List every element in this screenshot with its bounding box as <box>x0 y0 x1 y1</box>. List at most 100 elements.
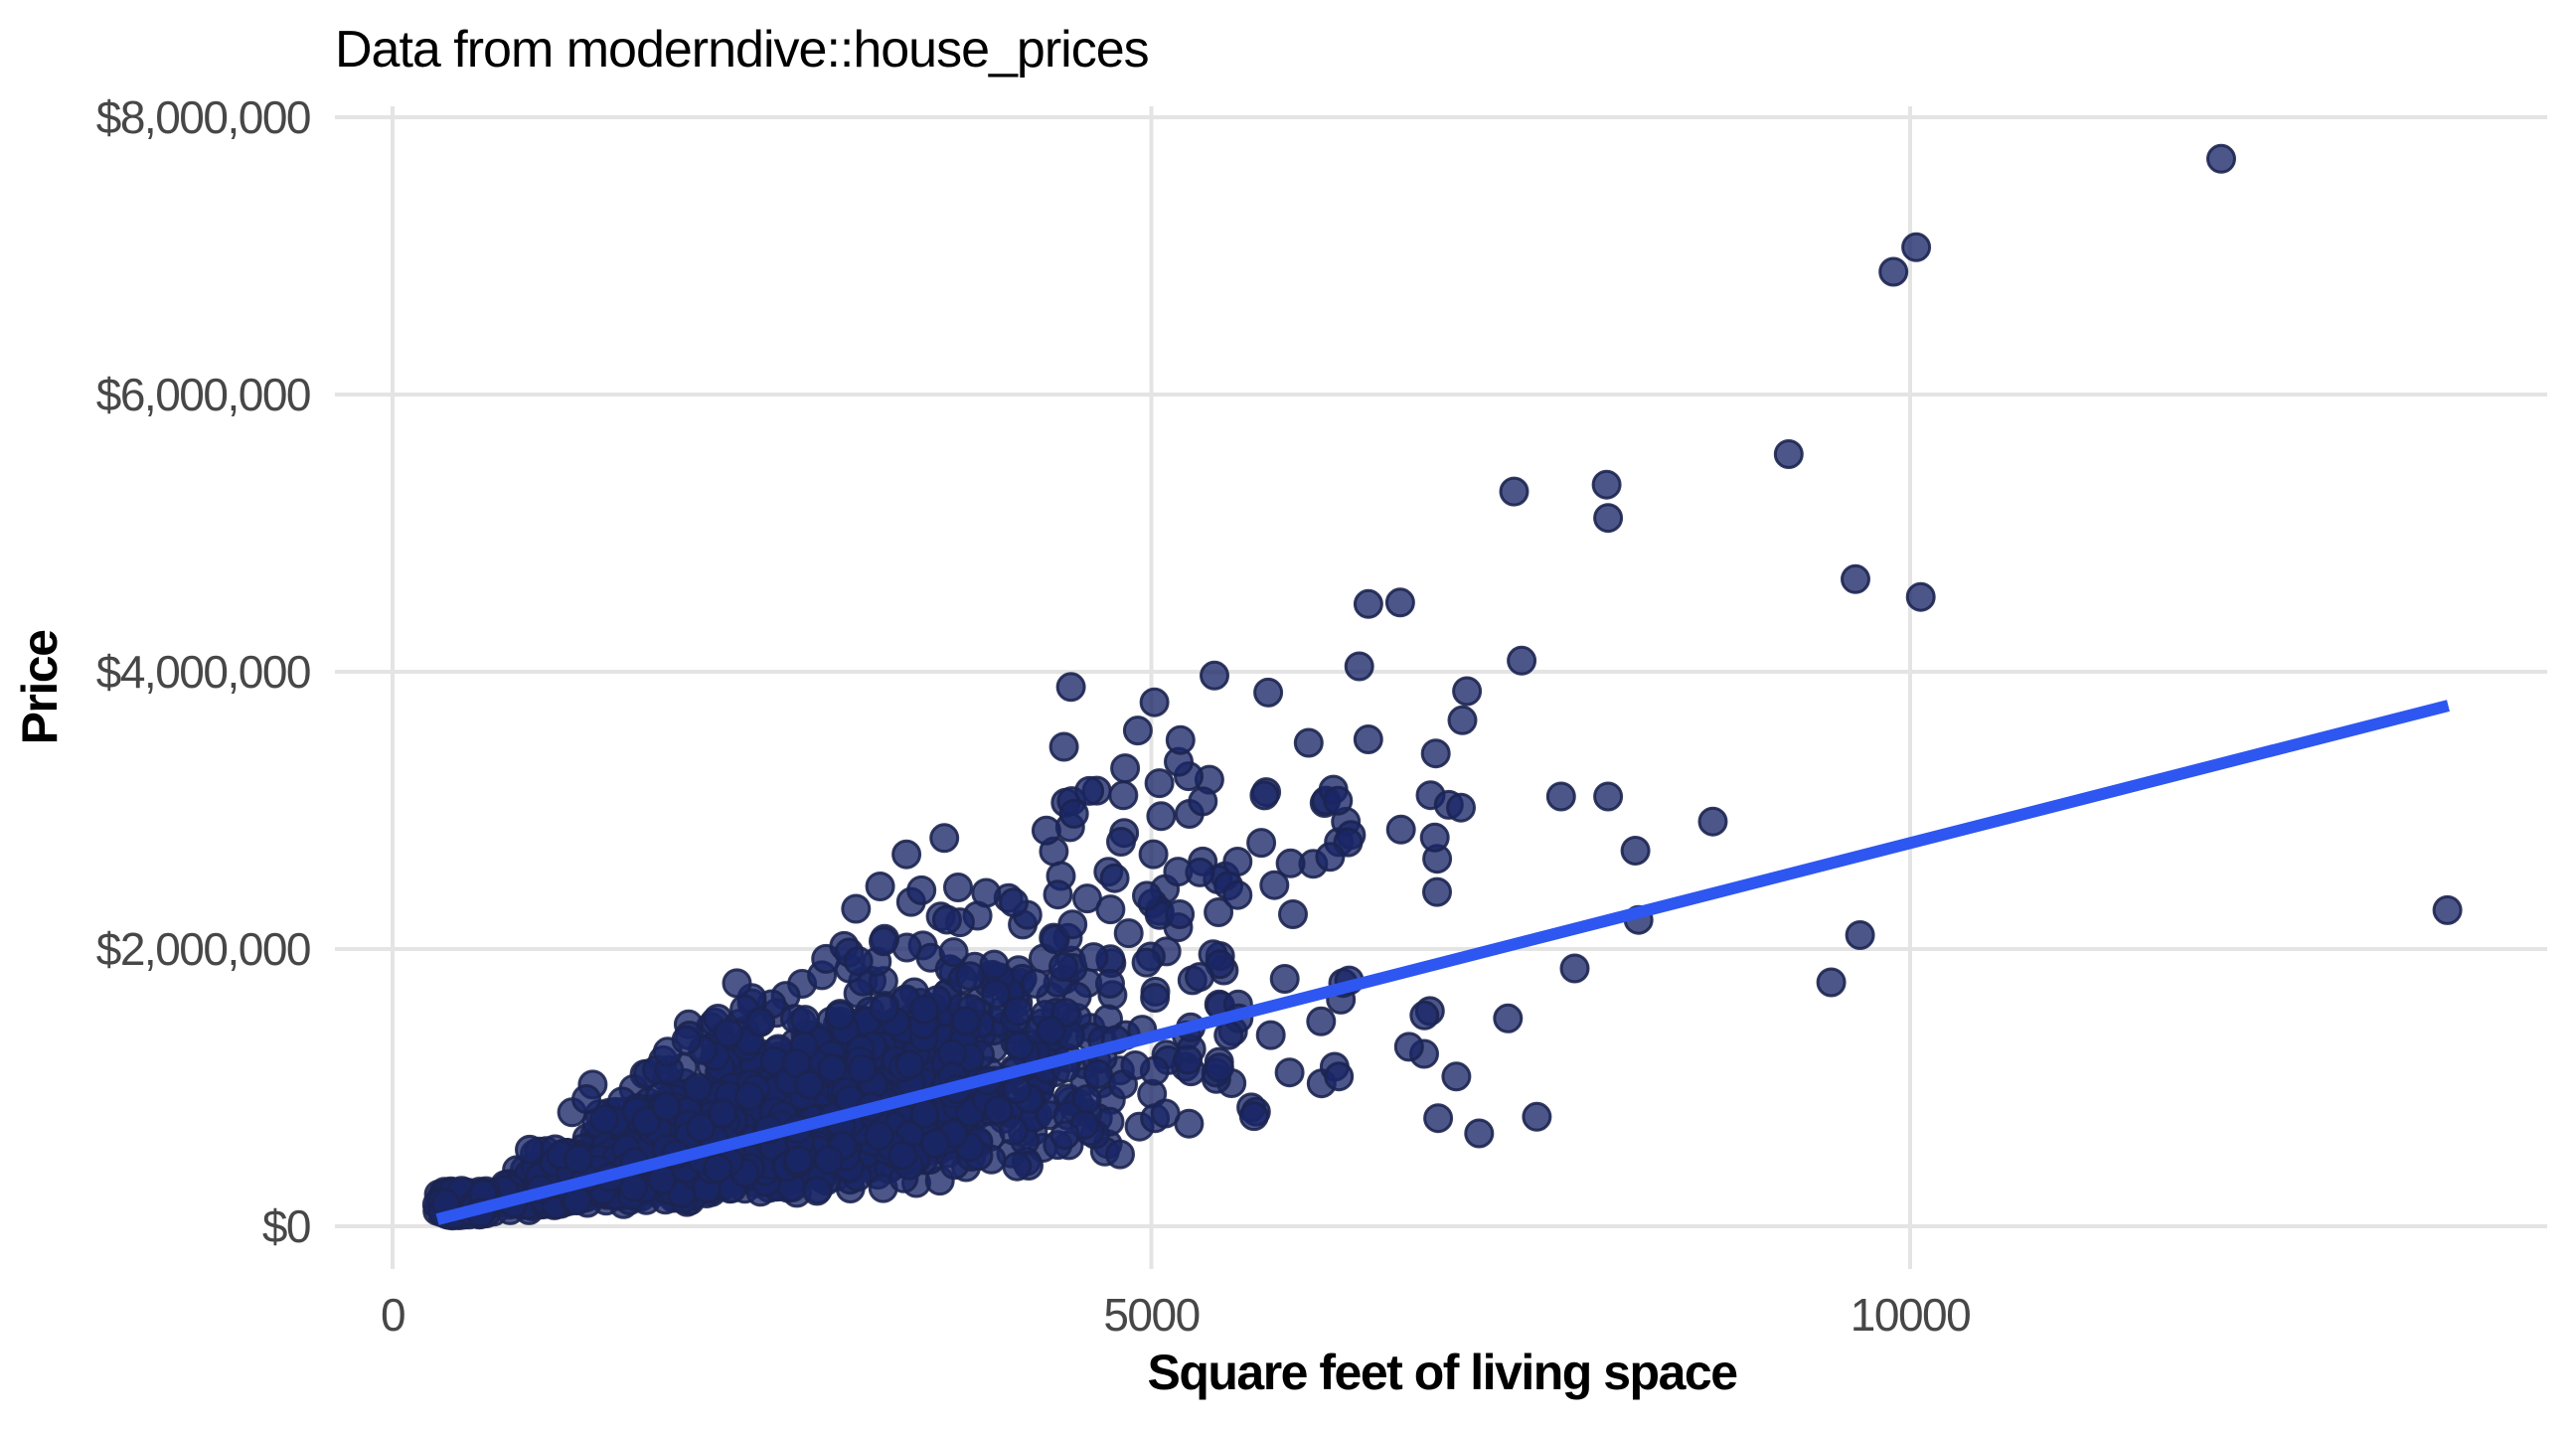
data-point <box>1048 731 1079 762</box>
regression-line <box>435 700 2450 1225</box>
data-point <box>686 1112 717 1143</box>
data-point <box>869 926 898 957</box>
data-point <box>1222 879 1253 910</box>
data-point <box>813 1145 844 1176</box>
data-point <box>1165 899 1196 929</box>
data-point <box>1108 780 1139 811</box>
data-point <box>847 1053 878 1084</box>
data-point <box>571 1084 601 1114</box>
outlier-point <box>1139 687 1170 717</box>
data-point <box>1278 899 1308 929</box>
data-point <box>864 1120 894 1151</box>
outlier-point <box>1545 781 1576 812</box>
data-point <box>869 993 899 1024</box>
x-axis-title: Square feet of living space <box>1147 1345 1738 1400</box>
y-tick-label: $2,000,000 <box>95 923 312 975</box>
data-point <box>1269 964 1300 994</box>
data-point <box>745 1007 776 1037</box>
data-point <box>1049 1120 1080 1151</box>
data-point <box>1095 968 1125 999</box>
x-tick-label: 10000 <box>1850 1289 1972 1341</box>
data-point <box>563 1144 593 1175</box>
outlier-point <box>1493 1003 1524 1034</box>
data-point <box>1249 780 1280 811</box>
data-point <box>1259 870 1290 900</box>
data-point <box>1138 839 1169 870</box>
y-tick-label: $6,000,000 <box>95 369 312 420</box>
data-point <box>734 1081 764 1112</box>
data-point <box>983 1095 1014 1126</box>
outlier-point <box>1423 1103 1454 1134</box>
data-point <box>1036 1015 1066 1045</box>
data-point <box>1105 1139 1135 1170</box>
outlier-point <box>1353 588 1383 619</box>
outlier-point <box>1055 672 1086 703</box>
outlier-point <box>1593 503 1624 534</box>
data-point <box>651 1091 682 1122</box>
outlier-point <box>1253 677 1284 708</box>
data-point <box>920 1128 950 1159</box>
data-point <box>683 1072 713 1103</box>
outlier-point <box>1773 439 1804 469</box>
data-point <box>981 979 1011 1010</box>
data-point <box>714 1018 744 1048</box>
data-point <box>1213 1020 1244 1050</box>
data-point <box>1204 897 1234 927</box>
y-tick-label: $8,000,000 <box>95 91 312 143</box>
outlier-point <box>1845 920 1875 950</box>
data-point <box>790 1005 820 1035</box>
outlier-point <box>1841 563 1870 594</box>
data-point <box>1146 801 1177 832</box>
outlier-point <box>1878 256 1909 287</box>
data-point <box>950 1006 981 1036</box>
outlier-point <box>1452 676 1483 707</box>
data-point <box>894 1049 925 1080</box>
data-point <box>1200 660 1229 691</box>
data-point <box>589 1104 620 1135</box>
data-point <box>1099 863 1130 893</box>
outlier-point <box>2432 894 2463 925</box>
data-point <box>1144 768 1175 799</box>
outlier-point <box>1905 581 1936 612</box>
x-tick-label: 5000 <box>1103 1289 1201 1341</box>
data-point <box>891 839 922 870</box>
data-point <box>906 874 937 905</box>
outlier-point <box>1591 469 1622 500</box>
data-point <box>1315 842 1346 873</box>
data-point <box>1255 1020 1286 1050</box>
data-point <box>1393 1032 1424 1062</box>
data-point <box>1095 894 1126 925</box>
data-point <box>783 1145 814 1176</box>
data-point <box>865 872 895 901</box>
data-point <box>703 1153 733 1184</box>
data-point <box>1078 942 1109 973</box>
data-point <box>909 994 940 1025</box>
outlier-point <box>1384 587 1415 618</box>
data-point <box>938 937 969 968</box>
data-point <box>1238 1101 1269 1132</box>
y-tick-label: $4,000,000 <box>95 646 312 698</box>
data-point <box>1003 996 1034 1027</box>
data-point <box>1422 876 1452 907</box>
data-point <box>1246 828 1277 859</box>
outlier-point <box>1499 476 1530 507</box>
data-point <box>1120 1050 1151 1080</box>
outlier-point <box>1507 645 1537 676</box>
data-point <box>1132 880 1162 911</box>
data-point <box>1074 775 1105 806</box>
outlier-point <box>1697 806 1728 837</box>
data-point <box>1185 857 1215 887</box>
data-point <box>1057 909 1088 940</box>
data-point <box>1274 1057 1305 1088</box>
data-point <box>1122 716 1153 746</box>
data-point <box>817 1053 848 1084</box>
data-point <box>1419 822 1450 853</box>
outlier-point <box>1441 1061 1472 1092</box>
data-point <box>825 1000 855 1031</box>
data-point <box>1306 1006 1337 1036</box>
data-point <box>1031 815 1061 846</box>
data-point <box>781 1048 812 1078</box>
data-point <box>943 873 973 902</box>
outlier-point <box>1447 705 1478 735</box>
